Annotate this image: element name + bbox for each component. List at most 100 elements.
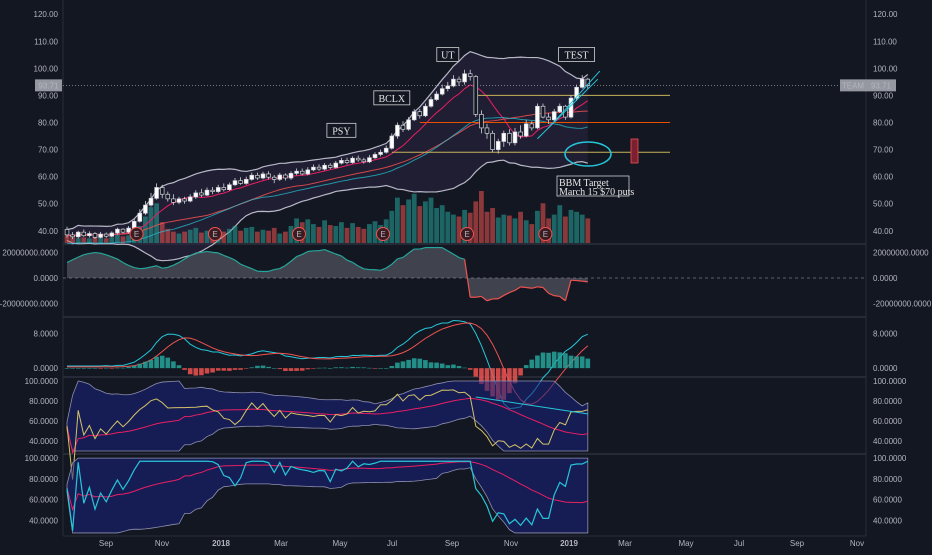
macd-histogram-bar: [569, 356, 574, 368]
candle-body: [127, 228, 131, 232]
macd-histogram-bar: [104, 368, 109, 369]
volume-bar: [580, 215, 585, 243]
macd-histogram-bar: [546, 353, 551, 368]
macd-histogram-bar: [238, 368, 243, 370]
candle-body: [239, 181, 243, 184]
volume-bar: [249, 227, 254, 243]
macd-histogram-bar: [171, 361, 176, 368]
volume-bar: [429, 198, 434, 243]
volume-bar: [199, 233, 204, 243]
macd-histogram-bar: [93, 368, 98, 369]
candle-body: [267, 174, 271, 177]
macd-histogram-bar: [166, 358, 171, 369]
volume-bar: [557, 205, 562, 243]
macd-histogram-bar: [154, 357, 159, 368]
macd-histogram-bar: [194, 368, 199, 375]
oscillator-line: [521, 287, 527, 288]
oscillator-line: [162, 267, 168, 268]
macd-histogram-bar: [535, 356, 540, 369]
candle-body: [334, 163, 338, 167]
macd-histogram-bar: [188, 368, 193, 374]
candle-body: [121, 229, 125, 232]
macd-histogram-bar: [160, 356, 165, 368]
candle-body: [536, 106, 540, 128]
volume-bar: [361, 229, 366, 243]
volume-bar: [473, 201, 478, 243]
candle-body: [496, 141, 500, 149]
candle-body: [524, 124, 528, 136]
macd-histogram-bar: [401, 361, 406, 368]
candle-body: [88, 234, 92, 236]
bbm-note-line2: March 15 $70 puts: [559, 187, 634, 198]
pane4-tick-right: 60.0000: [873, 417, 902, 426]
volume-bar: [283, 232, 288, 243]
candle-body: [93, 234, 97, 238]
volume-bar: [154, 203, 159, 243]
macd-histogram-bar: [233, 368, 238, 370]
macd-histogram-bar: [82, 368, 87, 369]
price-tick-left: 90.00: [38, 91, 59, 100]
oscillator-line: [582, 281, 588, 282]
candle-body: [429, 99, 433, 106]
candle-body: [317, 167, 321, 169]
oscillator-line: [308, 251, 314, 252]
pane2-tick-left: -20000000.0000: [0, 299, 59, 308]
candle-body: [261, 174, 265, 178]
price-tick-right: 120.00: [873, 10, 898, 19]
candle-body: [513, 132, 517, 143]
volume-bar: [457, 217, 462, 243]
pane5-tick-right: 40.0000: [873, 516, 902, 525]
earnings-marker-label: E: [464, 230, 469, 239]
candle-body: [166, 194, 170, 199]
volume-bar: [535, 211, 540, 243]
pane5-tick-left: 100.0000: [25, 454, 59, 463]
volume-bar: [423, 201, 428, 243]
volume-bar: [395, 198, 400, 243]
candle-body: [552, 112, 556, 120]
macd-histogram-bar: [457, 366, 462, 368]
candle-body: [485, 128, 489, 133]
stoch-bands: [67, 458, 588, 533]
volume-bar: [513, 218, 518, 243]
candle-body: [418, 112, 422, 116]
price-tick-right: 110.00: [873, 37, 897, 46]
volume-bar: [266, 231, 271, 243]
volume-bar: [182, 232, 187, 243]
macd-histogram-bar: [362, 367, 367, 368]
earnings-marker-label: E: [296, 230, 301, 239]
volume-bar: [104, 238, 109, 243]
pane3-tick-right: 0.0000: [873, 364, 898, 373]
date-tick: 2019: [560, 539, 578, 548]
macd-histogram-bar: [530, 360, 535, 369]
price-tick-left: 40.00: [38, 227, 59, 236]
candle-body: [155, 187, 159, 198]
macd-histogram-bar: [395, 363, 400, 369]
macd-histogram-bar: [558, 352, 563, 368]
candle-body: [222, 187, 226, 189]
volume-bar: [552, 215, 557, 243]
oscillator-line: [554, 296, 560, 297]
candle-body: [256, 175, 260, 178]
macd-histogram-bar: [524, 365, 529, 368]
candle-body: [323, 165, 327, 169]
pane5-tick-right: 80.0000: [873, 475, 902, 484]
candle-body: [541, 106, 545, 117]
annotation-test: TEST: [565, 51, 589, 62]
macd-histogram-bar: [418, 359, 423, 368]
price-tick-left: 100.00: [34, 64, 59, 73]
price-tick-right: 40.00: [873, 227, 894, 236]
candle-body: [502, 133, 506, 141]
macd-histogram-bar: [384, 368, 389, 369]
candle-body: [401, 125, 405, 129]
macd-histogram-bar: [227, 368, 232, 371]
candle-body: [508, 133, 512, 142]
candle-body: [480, 114, 484, 128]
pane4-tick-right: 100.0000: [873, 377, 907, 386]
candle-body: [530, 124, 534, 128]
volume-bar: [339, 222, 344, 243]
volume-bar: [440, 205, 445, 243]
candle-body: [216, 187, 220, 191]
volume-bar: [524, 220, 529, 243]
volume-bar: [496, 217, 501, 243]
